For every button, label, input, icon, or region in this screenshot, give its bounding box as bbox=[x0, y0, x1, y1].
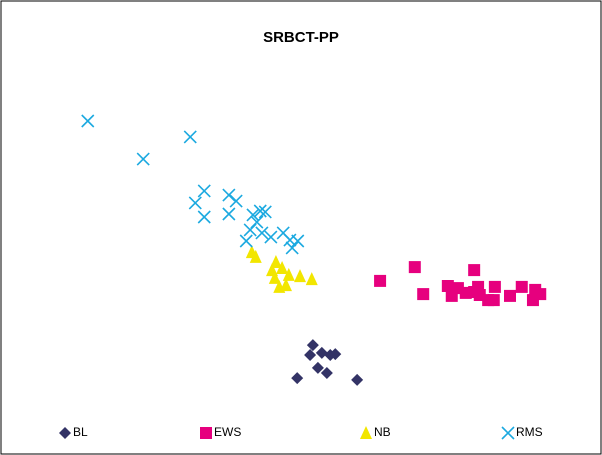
legend-marker bbox=[200, 427, 212, 439]
point bbox=[81, 114, 95, 128]
point bbox=[285, 241, 299, 255]
point bbox=[280, 278, 292, 292]
point bbox=[188, 196, 202, 210]
point bbox=[504, 289, 516, 302]
point bbox=[229, 194, 243, 208]
point bbox=[246, 208, 260, 222]
point bbox=[183, 130, 197, 144]
point bbox=[197, 210, 211, 224]
point bbox=[269, 255, 282, 268]
legend-marker bbox=[360, 426, 372, 439]
point bbox=[374, 274, 387, 287]
legend-label: NB bbox=[374, 425, 391, 439]
point bbox=[306, 339, 319, 352]
point bbox=[291, 372, 304, 385]
point bbox=[305, 272, 318, 286]
legend-label: RMS bbox=[516, 425, 543, 439]
point bbox=[253, 204, 267, 218]
point bbox=[441, 280, 454, 292]
point bbox=[294, 269, 306, 283]
point bbox=[136, 152, 150, 166]
point bbox=[320, 367, 333, 379]
legend-label: EWS bbox=[214, 425, 241, 439]
point bbox=[291, 234, 305, 248]
legend-marker bbox=[501, 426, 515, 440]
point bbox=[222, 207, 236, 221]
point bbox=[258, 205, 272, 219]
point bbox=[311, 361, 324, 374]
point bbox=[408, 261, 421, 274]
point bbox=[197, 184, 211, 198]
point bbox=[468, 264, 481, 277]
point bbox=[268, 270, 281, 284]
legend-marker bbox=[59, 427, 71, 439]
point bbox=[329, 348, 342, 361]
point bbox=[264, 230, 278, 244]
chart-title: SRBCT-PP bbox=[263, 29, 339, 46]
point bbox=[488, 280, 501, 293]
point bbox=[526, 294, 539, 307]
point bbox=[472, 280, 485, 293]
point bbox=[249, 249, 262, 263]
point bbox=[487, 294, 500, 307]
point bbox=[315, 346, 328, 359]
point bbox=[351, 373, 364, 386]
point bbox=[276, 261, 289, 274]
point bbox=[417, 288, 430, 301]
point bbox=[282, 267, 295, 281]
point bbox=[222, 188, 236, 202]
point bbox=[239, 234, 253, 248]
point bbox=[243, 223, 257, 237]
point bbox=[304, 349, 317, 361]
point bbox=[515, 280, 528, 293]
point bbox=[255, 226, 269, 240]
legend-label: BL bbox=[73, 425, 88, 439]
point bbox=[445, 289, 458, 302]
